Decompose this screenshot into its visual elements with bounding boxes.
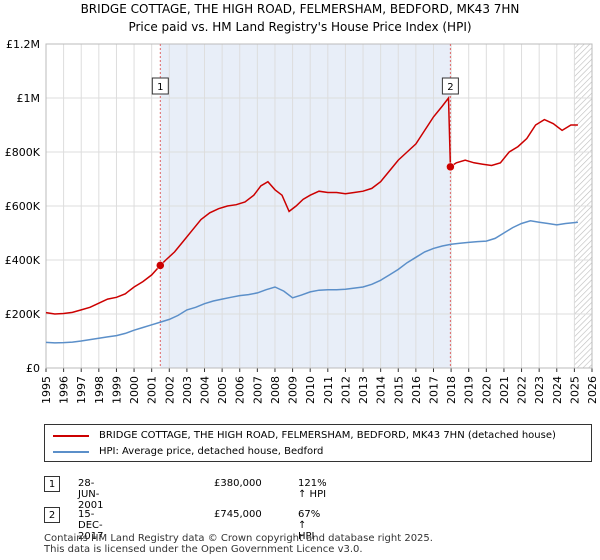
legend-item-property: BRIDGE COTTAGE, THE HIGH ROAD, FELMERSHA… xyxy=(53,430,556,441)
x-tick-label: 2002 xyxy=(163,376,176,404)
x-tick-label: 2018 xyxy=(445,376,458,404)
x-tick-label: 2000 xyxy=(128,376,141,404)
x-tick-label: 1997 xyxy=(75,376,88,404)
x-tick-label: 2003 xyxy=(181,376,194,404)
hpi-line xyxy=(45,220,578,344)
sale-point xyxy=(446,162,455,172)
sale-label-number: 2 xyxy=(447,82,453,93)
x-tick-label: 2006 xyxy=(234,376,247,404)
x-tick-label: 2019 xyxy=(463,376,476,404)
x-tick-label: 2016 xyxy=(410,376,423,404)
sale-date: 15-DEC-2017 xyxy=(78,509,104,542)
y-tick-label: £200K xyxy=(5,308,41,321)
y-tick-label: £600K xyxy=(5,200,41,213)
y-tick-label: £1.2M xyxy=(6,38,40,51)
x-tick-label: 2001 xyxy=(146,376,159,404)
property-price-line xyxy=(45,95,578,315)
y-tick-label: £1M xyxy=(17,92,41,105)
x-tick-label: 1996 xyxy=(58,376,71,404)
sale-marker-label: 2 xyxy=(44,507,60,523)
x-tick-label: 2025 xyxy=(568,376,581,404)
y-tick-label: £800K xyxy=(5,146,41,159)
sale-label-number: 1 xyxy=(157,82,163,93)
legend: BRIDGE COTTAGE, THE HIGH ROAD, FELMERSHA… xyxy=(44,424,592,462)
x-tick-label: 2009 xyxy=(287,376,300,404)
x-tick-label: 2004 xyxy=(199,376,212,404)
x-tick-label: 2014 xyxy=(375,376,388,404)
legend-property-label: BRIDGE COTTAGE, THE HIGH ROAD, FELMERSHA… xyxy=(99,430,556,441)
x-tick-label: 1999 xyxy=(110,376,123,404)
sale-label-box xyxy=(441,77,459,95)
footer-copyright: Contains HM Land Registry data © Crown c… xyxy=(44,533,433,544)
chart-title: BRIDGE COTTAGE, THE HIGH ROAD, FELMERSHA… xyxy=(80,2,520,16)
x-tick-label: 2022 xyxy=(516,376,529,404)
plot-area-border xyxy=(45,43,593,369)
y-tick-label: £0 xyxy=(26,362,40,375)
property-line-swatch xyxy=(53,434,89,437)
x-tick-label: 2015 xyxy=(392,376,405,404)
x-tick-label: 1998 xyxy=(93,376,106,404)
x-tick-label: 2005 xyxy=(216,376,229,404)
sale-point xyxy=(156,261,165,270)
x-tick-label: 2021 xyxy=(498,376,511,404)
sale-label-box xyxy=(151,77,169,95)
legend-hpi-label: HPI: Average price, detached house, Bedf… xyxy=(99,446,324,457)
price-chart: £0 £200K £400K £600K £800K £1M £1.2M 1995 1996 19… xyxy=(5,38,599,404)
x-tick-label: 2013 xyxy=(357,376,370,404)
x-tick-label: 2023 xyxy=(533,376,546,404)
chart-subtitle: Price paid vs. HM Land Registry's House … xyxy=(128,20,472,34)
sale-hpi-change: 67% ↑ HPI xyxy=(298,509,321,542)
sale-hpi-change: 121% ↑ HPI xyxy=(298,478,327,500)
sale-date: 28-JUN-2001 xyxy=(78,478,104,511)
sale-price: £745,000 xyxy=(214,509,262,520)
x-tick-label: 2007 xyxy=(251,376,264,404)
x-tick-label: 2020 xyxy=(480,376,493,404)
x-tick-label: 2008 xyxy=(269,376,282,404)
x-tick-label: 1995 xyxy=(40,376,53,404)
x-tick-label: 2012 xyxy=(339,376,352,404)
x-tick-label: 2010 xyxy=(304,376,317,404)
x-tick-label: 2017 xyxy=(427,376,440,404)
sale-marker-label: 1 xyxy=(44,476,60,492)
sale-price: £380,000 xyxy=(214,478,262,489)
x-tick-label: 2011 xyxy=(322,376,335,404)
legend-item-hpi: HPI: Average price, detached house, Bedf… xyxy=(53,446,323,457)
hpi-line-swatch xyxy=(53,450,89,453)
footer-licence: This data is licensed under the Open Gov… xyxy=(44,544,363,555)
x-tick-label: 2026 xyxy=(586,376,599,404)
x-tick-label: 2024 xyxy=(551,376,564,404)
y-tick-label: £400K xyxy=(5,254,41,267)
